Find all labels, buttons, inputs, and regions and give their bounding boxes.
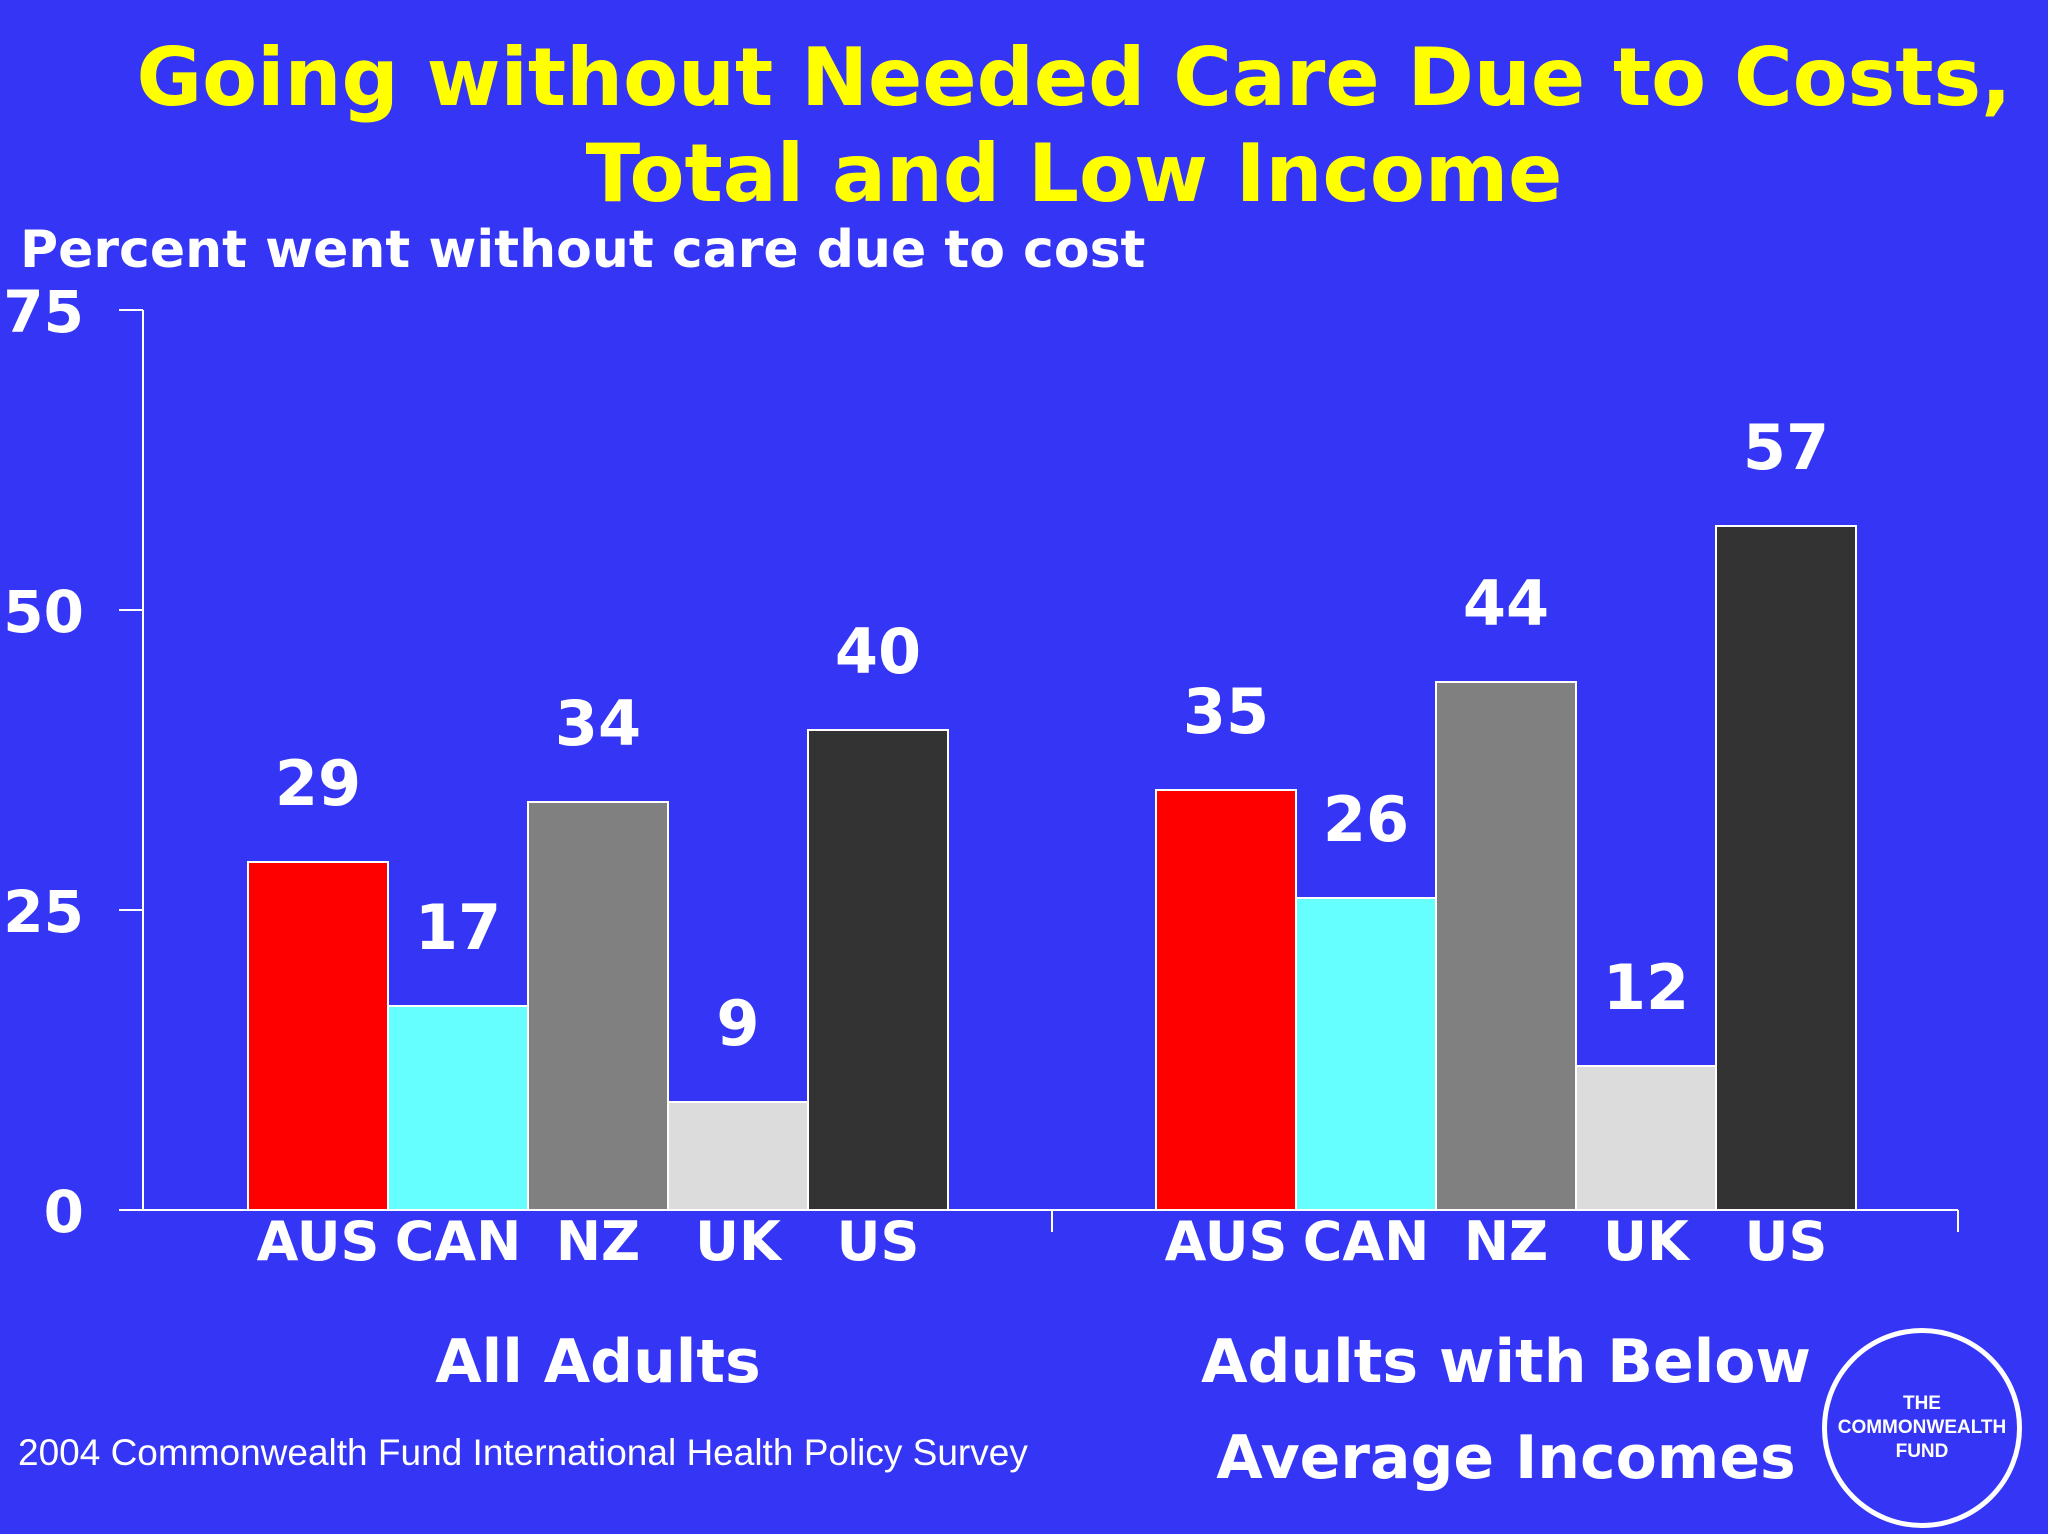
y-axis-label: Percent went without care due to cost — [20, 220, 1146, 280]
title-line-2: Total and Low Income — [585, 127, 1563, 220]
category-label-2-uk: UK — [1603, 1210, 1691, 1273]
value-label-1-aus: 29 — [275, 747, 361, 820]
commonwealth-fund-logo: THE COMMONWEALTH FUND — [1822, 1328, 2022, 1528]
source-note: 2004 Commonwealth Fund International Hea… — [18, 1432, 1028, 1473]
y-tick-label-75: 75 — [3, 278, 84, 346]
bar-2-us — [1715, 525, 1857, 1211]
category-label-2-aus: AUS — [1165, 1210, 1288, 1273]
value-label-2-uk: 12 — [1603, 951, 1689, 1024]
y-tick-label-50: 50 — [3, 578, 84, 646]
category-label-1-us: US — [837, 1210, 920, 1273]
category-label-2-nz: NZ — [1464, 1210, 1548, 1273]
bar-2-aus — [1155, 789, 1297, 1211]
category-label-2-us: US — [1745, 1210, 1828, 1273]
bar-1-nz — [527, 801, 669, 1211]
category-label-1-nz: NZ — [556, 1210, 640, 1273]
category-label-1-can: CAN — [395, 1210, 522, 1273]
group-label-2-line-1: Adults with Below — [1201, 1327, 1811, 1397]
bar-1-uk — [667, 1101, 809, 1211]
value-label-1-nz: 34 — [555, 687, 641, 760]
bar-1-us — [807, 729, 949, 1211]
y-tick-label-25: 25 — [3, 878, 84, 946]
bar-1-aus — [247, 861, 389, 1211]
bar-2-can — [1295, 897, 1437, 1211]
logo-text: THE COMMONWEALTH FUND — [1837, 1393, 2007, 1462]
value-label-2-can: 26 — [1323, 783, 1409, 856]
bar-2-nz — [1435, 681, 1577, 1211]
bar-2-uk — [1575, 1065, 1717, 1211]
bar-1-can — [387, 1005, 529, 1211]
value-label-2-aus: 35 — [1183, 675, 1269, 748]
category-label-1-aus: AUS — [257, 1210, 380, 1273]
title-line-1: Going without Needed Care Due to Costs, — [136, 31, 2012, 124]
value-label-1-uk: 9 — [716, 987, 759, 1060]
category-label-2-can: CAN — [1303, 1210, 1430, 1273]
value-label-1-us: 40 — [835, 615, 921, 688]
value-label-2-us: 57 — [1743, 411, 1829, 484]
category-label-1-uk: UK — [695, 1210, 783, 1273]
chart-title: Going without Needed Care Due to Costs, … — [100, 30, 2048, 222]
value-label-2-nz: 44 — [1463, 567, 1549, 640]
y-tick-label-0: 0 — [44, 1178, 84, 1246]
group-label-1: All Adults — [435, 1327, 761, 1397]
value-label-1-can: 17 — [415, 891, 501, 964]
group-label-2-line-2: Average Incomes — [1216, 1423, 1795, 1493]
